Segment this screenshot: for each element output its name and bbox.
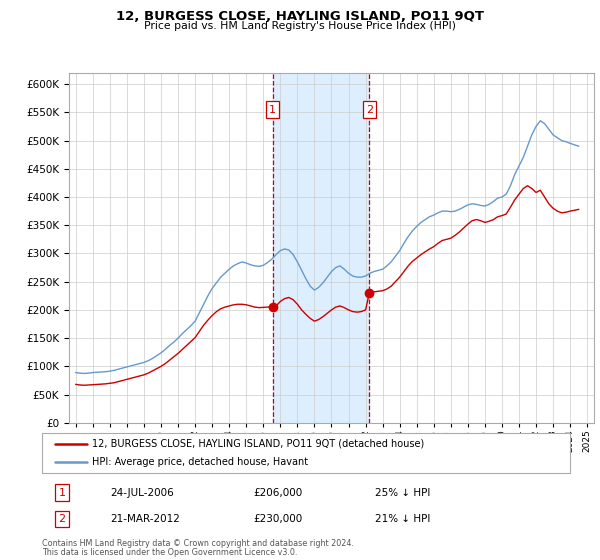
Text: 21-MAR-2012: 21-MAR-2012 (110, 514, 181, 524)
Text: This data is licensed under the Open Government Licence v3.0.: This data is licensed under the Open Gov… (42, 548, 298, 557)
Text: Price paid vs. HM Land Registry's House Price Index (HPI): Price paid vs. HM Land Registry's House … (144, 21, 456, 31)
Bar (272, 73, 370, 423)
Text: 2: 2 (366, 105, 373, 115)
Text: 25% ↓ HPI: 25% ↓ HPI (374, 488, 430, 497)
Text: Contains HM Land Registry data © Crown copyright and database right 2024.: Contains HM Land Registry data © Crown c… (42, 539, 354, 548)
Text: 2: 2 (59, 514, 65, 524)
Text: 12, BURGESS CLOSE, HAYLING ISLAND, PO11 9QT: 12, BURGESS CLOSE, HAYLING ISLAND, PO11 … (116, 10, 484, 23)
Text: 21% ↓ HPI: 21% ↓ HPI (374, 514, 430, 524)
Text: 1: 1 (269, 105, 276, 115)
FancyBboxPatch shape (42, 433, 570, 473)
Text: 24-JUL-2006: 24-JUL-2006 (110, 488, 175, 497)
Text: 1: 1 (59, 488, 65, 497)
Text: 12, BURGESS CLOSE, HAYLING ISLAND, PO11 9QT (detached house): 12, BURGESS CLOSE, HAYLING ISLAND, PO11 … (92, 439, 424, 449)
Text: HPI: Average price, detached house, Havant: HPI: Average price, detached house, Hava… (92, 458, 308, 467)
Text: £230,000: £230,000 (253, 514, 302, 524)
Text: £206,000: £206,000 (253, 488, 302, 497)
